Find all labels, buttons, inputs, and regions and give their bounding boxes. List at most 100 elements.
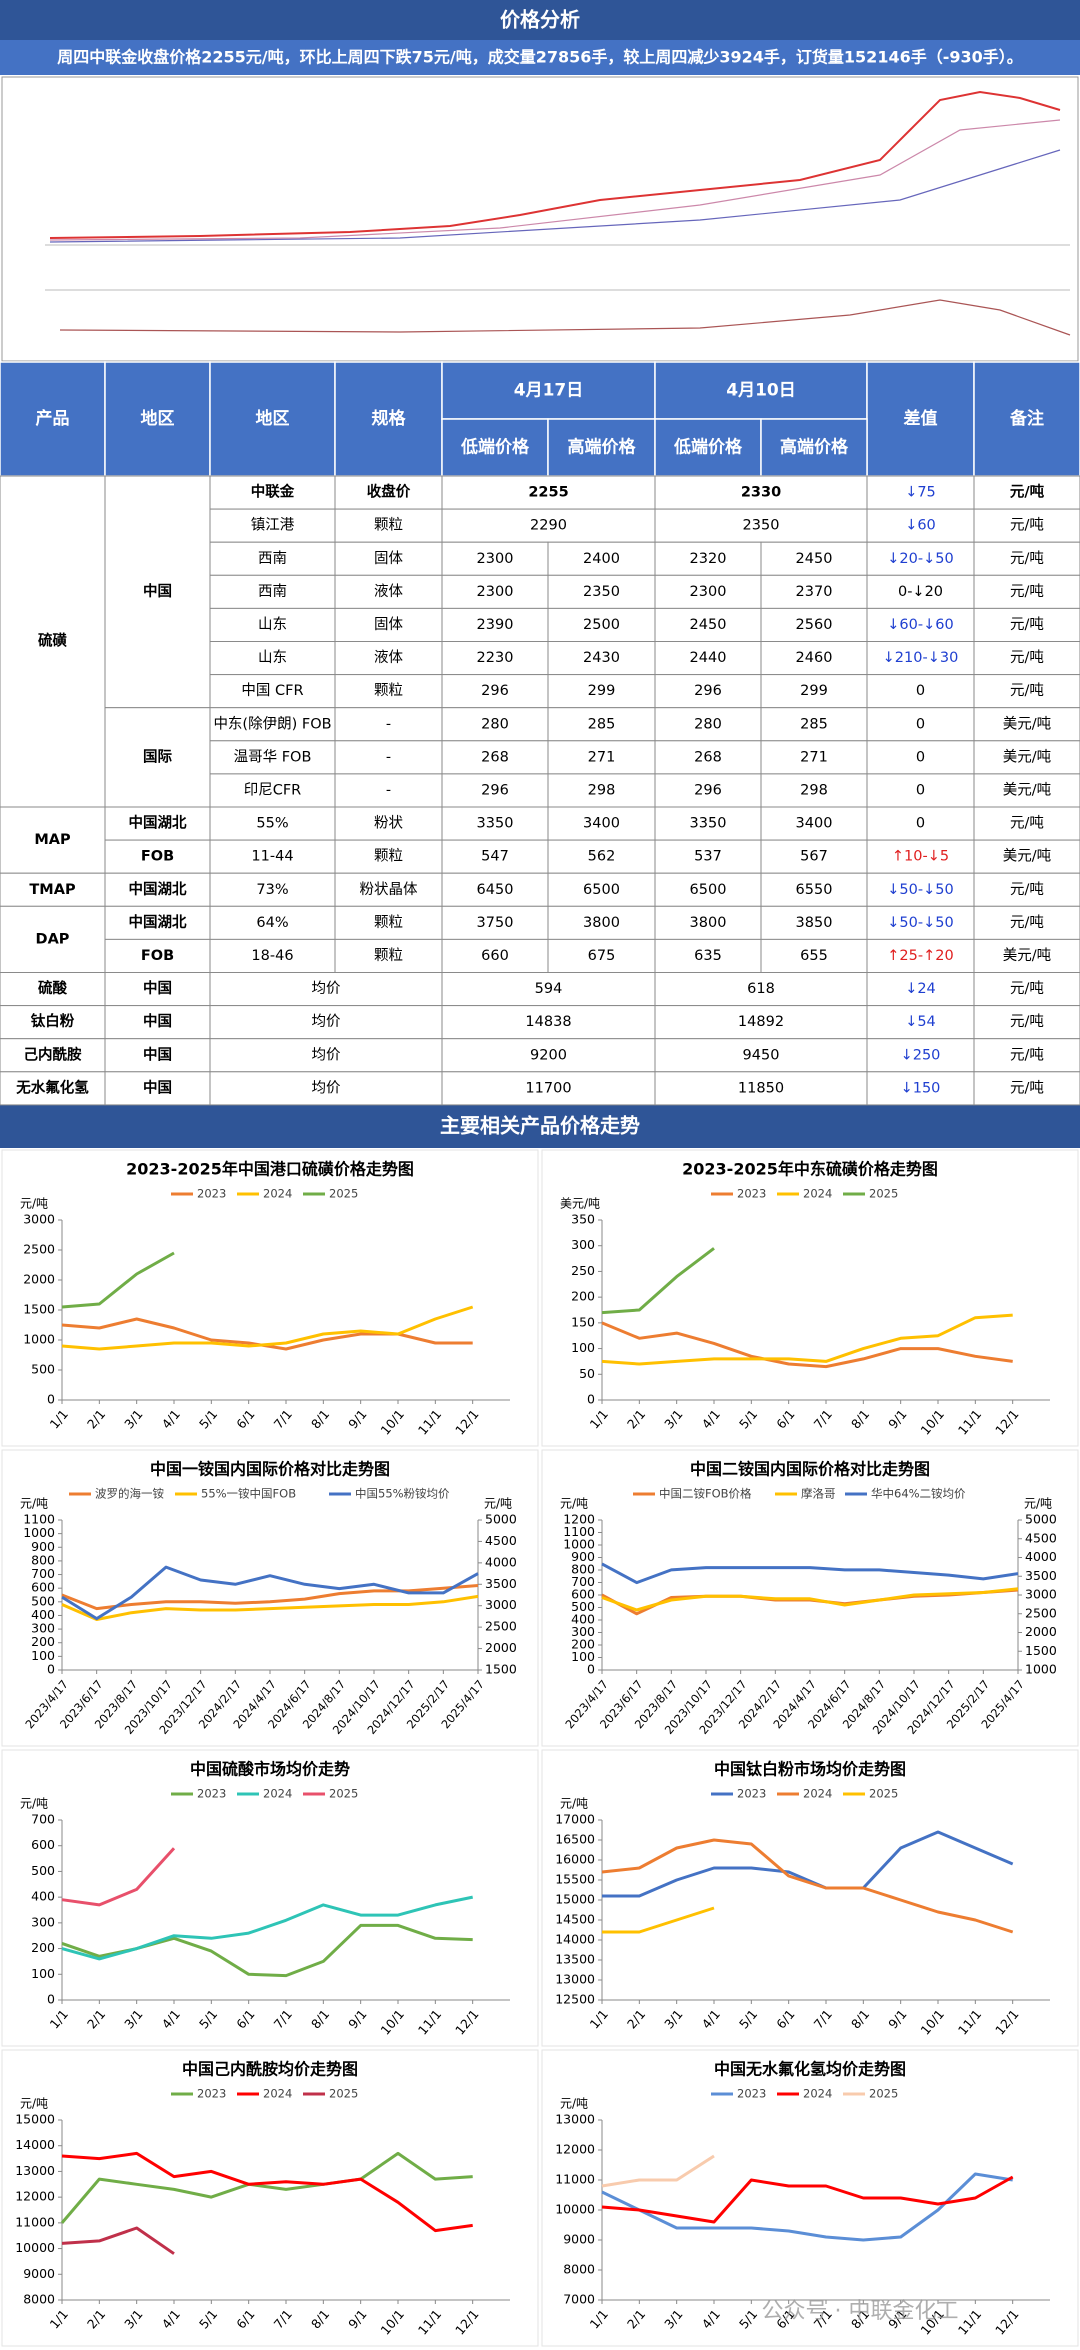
table-cell: [209, 508, 336, 543]
table-cell: [209, 905, 336, 940]
cell-text: 元/吨: [1010, 550, 1044, 567]
cell-text: 2500: [583, 617, 620, 633]
table-cell: [104, 707, 211, 808]
table-cell: [104, 839, 211, 874]
cell-text: FOB: [141, 948, 174, 964]
cell-text: 硫酸: [38, 979, 67, 997]
table-cell: [209, 707, 336, 742]
summary: 周四中联金收盘价格2255元/吨，环比上周四下跌75元/吨，成交量27856手，…: [57, 48, 1023, 67]
y-tick-label: 150: [571, 1314, 595, 1329]
y-tick-label: 800: [31, 1552, 55, 1567]
table-cell: [441, 773, 549, 808]
section-title: 主要相关产品价格走势: [440, 1114, 640, 1138]
table-cell: [0, 475, 106, 808]
cell-text: 285: [800, 716, 828, 732]
table-cell: [654, 1071, 868, 1106]
y-axis-label: 元/吨: [560, 2097, 588, 2111]
cell-text: 2320: [690, 551, 727, 567]
cell-text: ↑25-↑20: [887, 948, 953, 964]
watermark: 公众号 · 中联金化工: [762, 2299, 959, 2324]
cell-text: 0: [916, 716, 925, 732]
table-cell: [441, 641, 549, 676]
table-cell: [973, 972, 1080, 1007]
cell-text: 3400: [796, 816, 833, 832]
y-tick-label: 14000: [15, 2137, 55, 2152]
y2-tick-label: 4500: [485, 1533, 517, 1548]
cell-text: ↓210-↓30: [883, 650, 959, 666]
cell-text: 3400: [583, 816, 620, 832]
y-tick-label: 100: [31, 1648, 55, 1663]
y-axis-label: 元/吨: [20, 1197, 48, 1211]
y2-tick-label: 5000: [485, 1512, 517, 1527]
table-cell: [866, 773, 975, 808]
cell-text: 元/吨: [1010, 980, 1044, 997]
legend-label: 2025: [869, 1187, 898, 1201]
cell-text: 2450: [690, 617, 727, 633]
y2-tick-label: 4000: [485, 1554, 517, 1569]
table-cell: [209, 574, 336, 609]
cell-text: 元/吨: [1010, 616, 1044, 633]
cell-text: 中国: [143, 582, 172, 600]
table-cell: [334, 574, 443, 609]
table-cell: [209, 740, 336, 775]
summary-bar: [0, 40, 1080, 75]
cell-text: -: [386, 782, 391, 798]
y-tick-label: 400: [571, 1612, 595, 1627]
table-cell: [547, 541, 656, 576]
cell-text: 元/吨: [1010, 881, 1044, 898]
series-line: [61, 1251, 175, 1309]
cell-text: 547: [481, 849, 509, 865]
chart-title: 2023-2025年中东硫磺价格走势图: [682, 1160, 938, 1179]
chart-frame: [541, 1149, 1079, 1447]
header-text: 备注: [1009, 408, 1044, 429]
cell-text: 6550: [796, 882, 833, 898]
kline-image: [1, 76, 1079, 362]
table-cell: [866, 607, 975, 643]
cell-text: 液体: [374, 583, 403, 600]
cell-text: 0: [916, 782, 925, 798]
table-cell: [547, 740, 656, 775]
y-tick-label: 600: [31, 1580, 55, 1595]
chart-title: 中国一铵国内国际价格对比走势图: [150, 1460, 390, 1479]
y2-tick-label: 1500: [485, 1662, 517, 1677]
y-tick-label: 1200: [563, 1512, 595, 1527]
series-line: [61, 1584, 479, 1611]
table-cell: [209, 674, 336, 709]
table-cell: [654, 541, 762, 576]
table-cell: [441, 674, 549, 709]
cell-text: 钛白粉: [31, 1012, 75, 1030]
cell-text: 285: [588, 716, 616, 732]
y-tick-label: 1100: [563, 1524, 595, 1539]
cell-text: 2300: [690, 584, 727, 600]
cell-text: 298: [588, 782, 616, 798]
y-tick-label: 8000: [23, 2292, 55, 2307]
y-tick-label: 13500: [555, 1952, 595, 1967]
cell-text: 颗粒: [374, 848, 403, 865]
table-cell: [760, 872, 868, 907]
header-cell: [0, 361, 106, 477]
series-line: [601, 2175, 1014, 2224]
series-line: [61, 2226, 175, 2255]
y-tick-label: 7000: [563, 2292, 595, 2307]
y2-tick-label: 1500: [1025, 1643, 1057, 1658]
cell-text: 655: [800, 948, 828, 964]
cell-text: 6500: [583, 882, 620, 898]
table-cell: [866, 839, 975, 874]
table-cell: [547, 806, 656, 841]
y2-tick-label: 1000: [1025, 1662, 1057, 1677]
table-cell: [973, 740, 1080, 775]
table-cell: [334, 806, 443, 841]
table-cell: [973, 872, 1080, 907]
y-tick-label: 300: [571, 1237, 595, 1252]
y-tick-label: 50: [579, 1366, 595, 1381]
series-line: [60, 2151, 473, 2224]
legend-label: 2023: [197, 2087, 226, 2101]
y-tick-label: 16500: [555, 1832, 595, 1847]
series-line: [601, 1321, 1013, 1369]
table-cell: [973, 1038, 1080, 1073]
y-tick-label: 17000: [555, 1812, 595, 1827]
y2-tick-label: 2500: [485, 1619, 517, 1634]
cell-text: 296: [481, 782, 509, 798]
